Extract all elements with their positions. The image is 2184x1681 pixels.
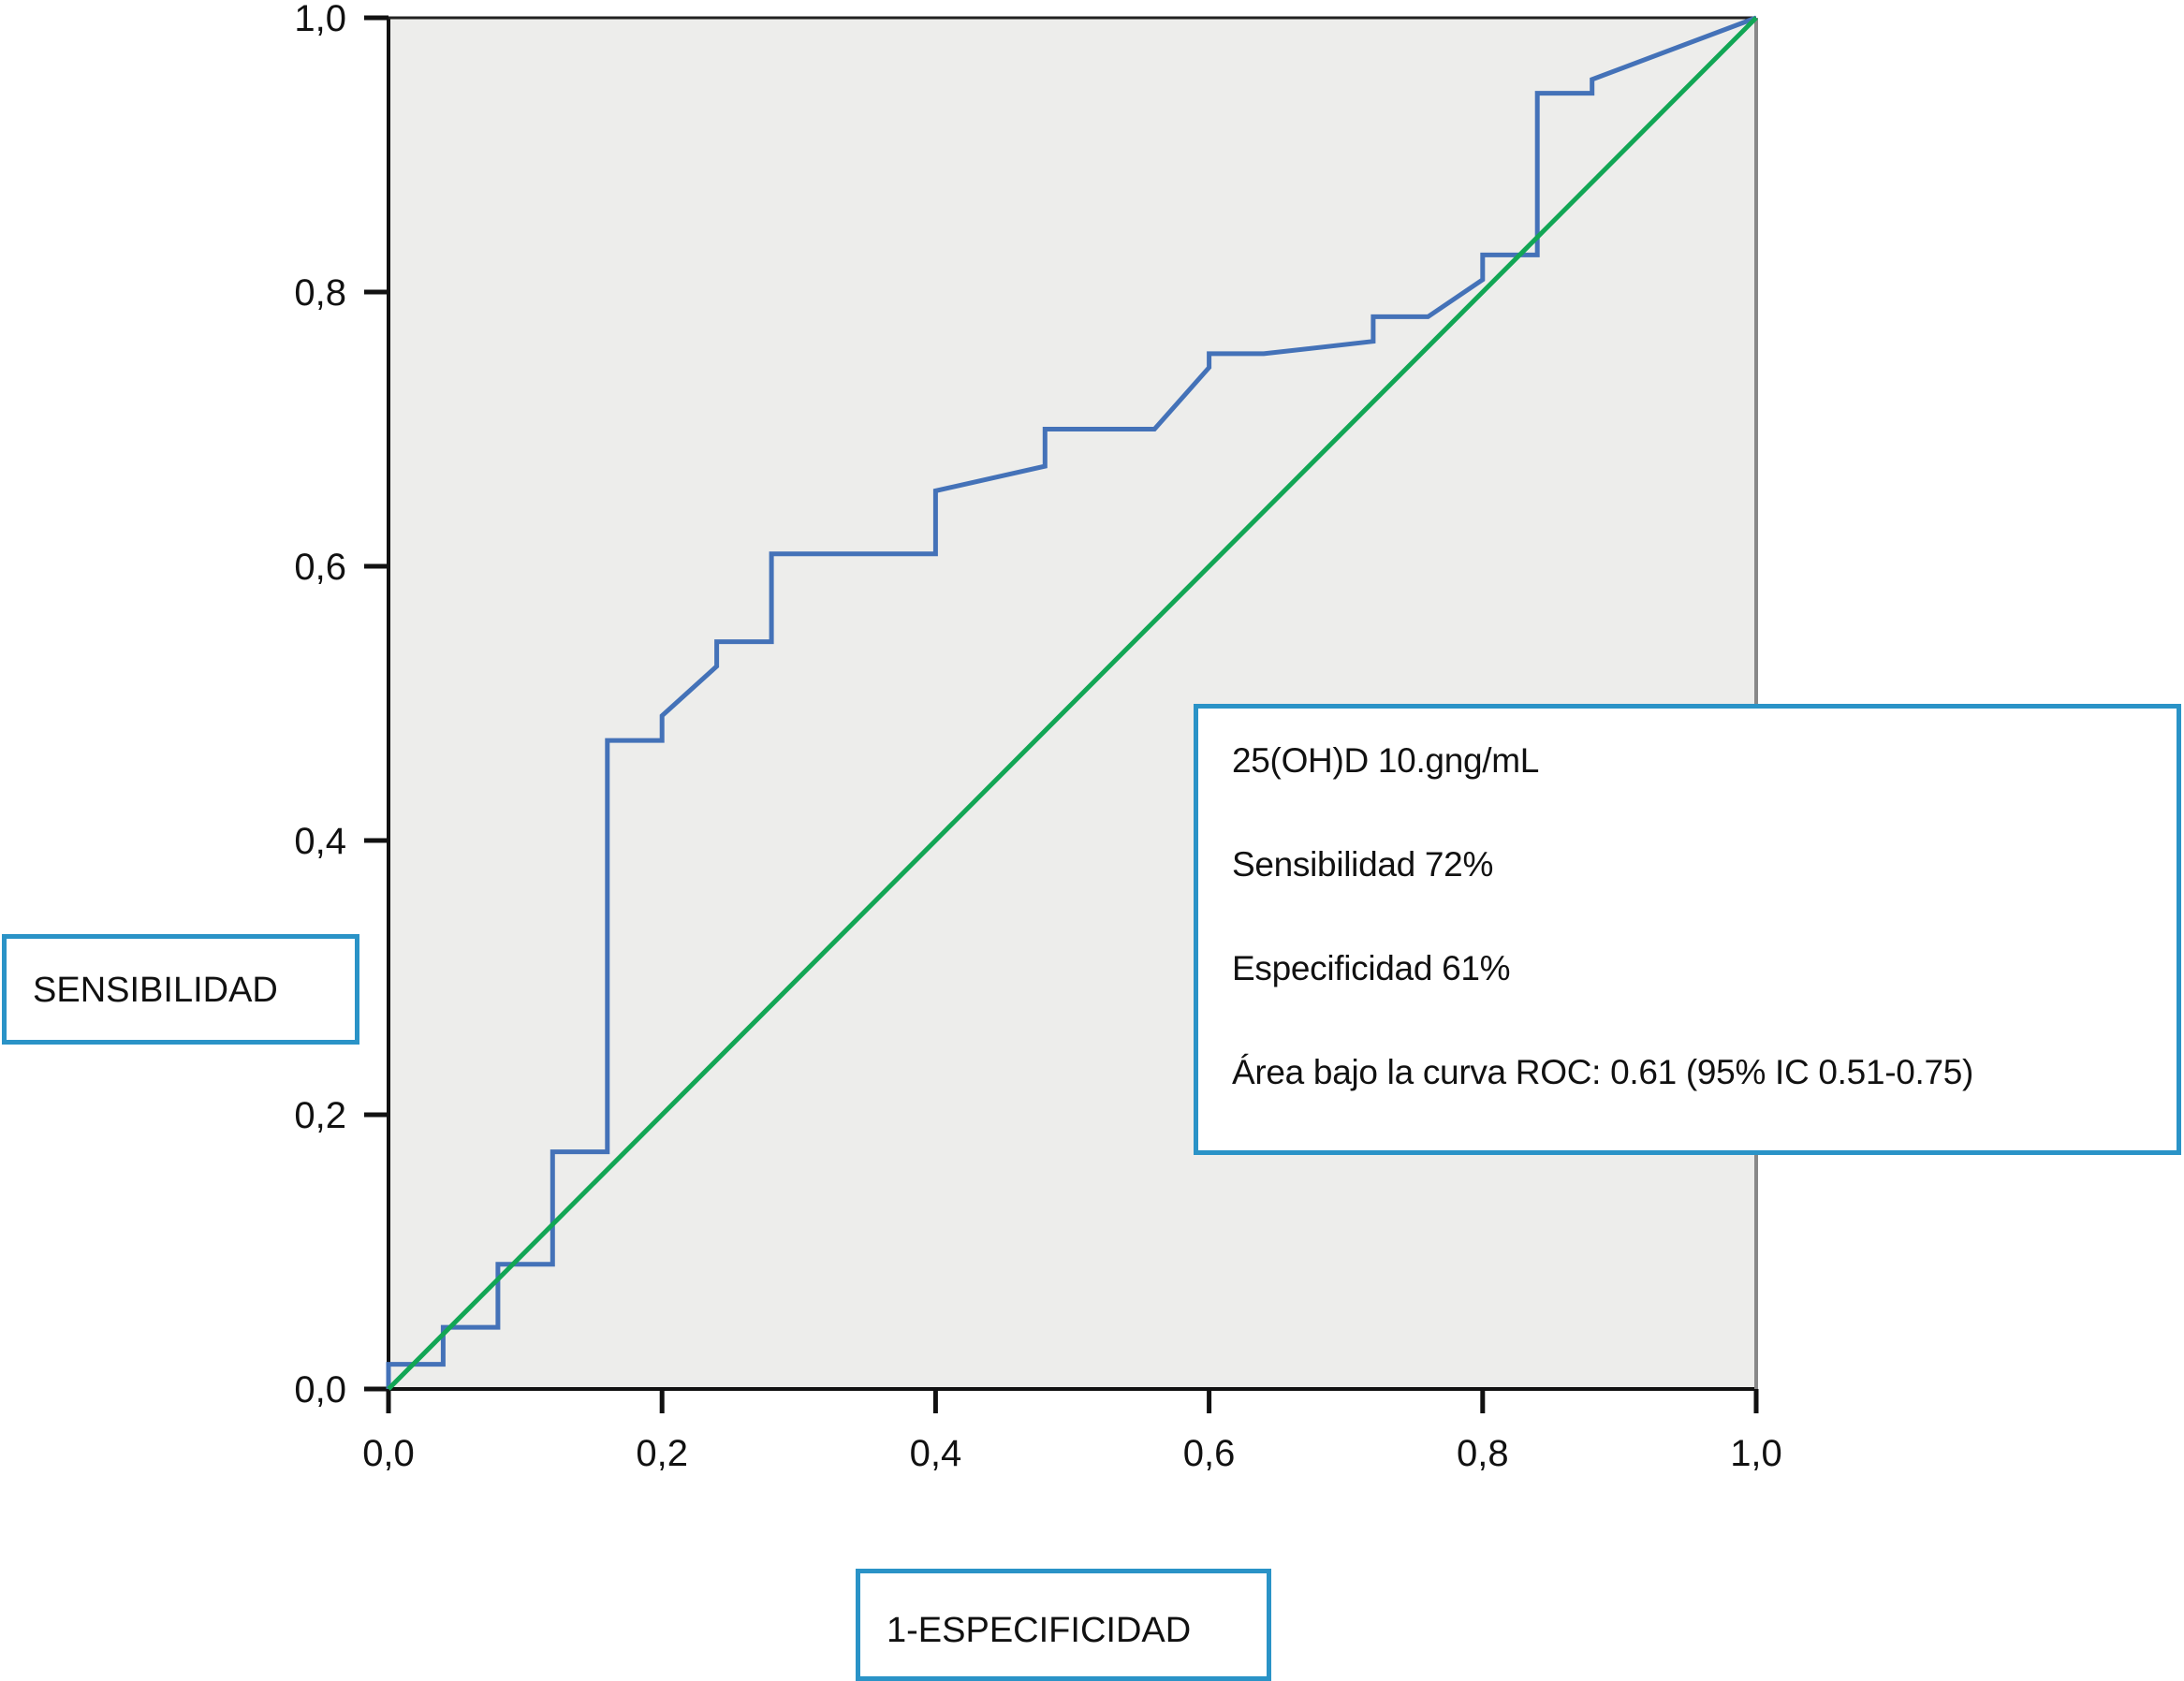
x-tick-label: 0,6 bbox=[1183, 1433, 1236, 1474]
x-tick-label: 0,4 bbox=[910, 1433, 962, 1474]
x-tick-label: 0,2 bbox=[636, 1433, 688, 1474]
x-axis-label: 1-ESPECIFICIDAD bbox=[887, 1611, 1192, 1650]
y-tick-label: 0,6 bbox=[294, 547, 346, 588]
ticks: 0,0 0,2 0,4 0,6 0,8 1,0 0,0 0,2 0,4 0,6 0,8 1,0 bbox=[294, 0, 1781, 1474]
annotation-cutoff: 25(OH)D 10.gng/mL bbox=[1232, 741, 1540, 780]
x-tick-label: 1,0 bbox=[1730, 1433, 1782, 1474]
annotation-specificity: Especificidad 61% bbox=[1232, 949, 1511, 987]
annotation-sensitivity: Sensibilidad 72% bbox=[1232, 845, 1494, 884]
stats-annotation-box: 25(OH)D 10.gng/mL Sensibilidad 72% Espec… bbox=[1194, 704, 2181, 1155]
y-tick-label: 0,0 bbox=[294, 1369, 346, 1411]
y-tick-label: 0,2 bbox=[294, 1095, 346, 1136]
y-tick-label: 1,0 bbox=[294, 0, 346, 39]
roc-curve-line bbox=[386, 15, 1757, 1389]
y-tick-label: 0,4 bbox=[294, 821, 346, 862]
y-axis-label-box: SENSIBILIDAD bbox=[2, 934, 359, 1045]
y-tick-label: 0,8 bbox=[294, 272, 346, 314]
reference-diagonal-line bbox=[387, 16, 1758, 1391]
annotation-auc: Área bajo la curva ROC: 0.61 (95% IC 0.5… bbox=[1232, 1053, 1974, 1091]
series-group bbox=[386, 15, 1758, 1391]
y-axis-label: SENSIBILIDAD bbox=[33, 971, 278, 1010]
x-tick-label: 0,0 bbox=[362, 1433, 415, 1474]
x-tick-label: 0,8 bbox=[1457, 1433, 1509, 1474]
axes bbox=[387, 16, 1758, 1391]
x-axis-label-box: 1-ESPECIFICIDAD bbox=[856, 1569, 1271, 1681]
